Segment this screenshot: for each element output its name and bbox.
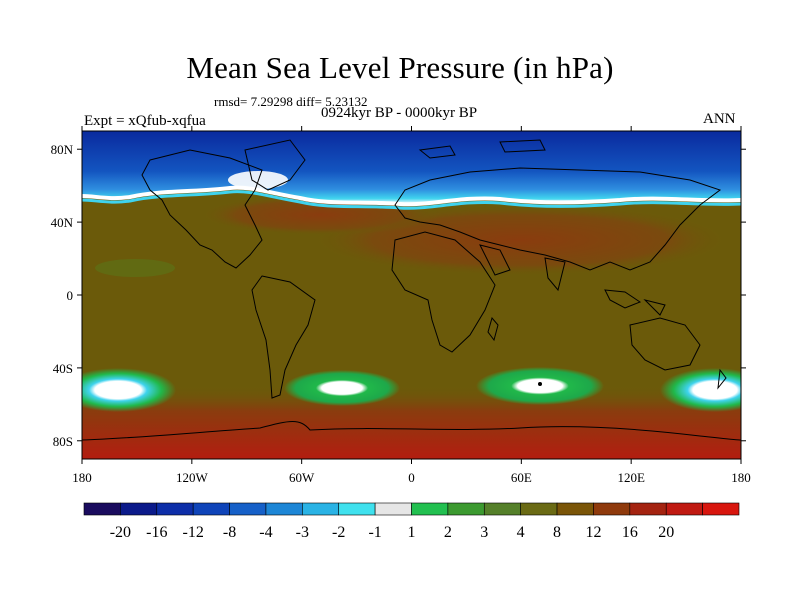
colorbar-swatch <box>411 502 449 516</box>
colorbar-swatch <box>229 502 267 516</box>
north-america-coast <box>141 149 263 269</box>
south-pacific-anomaly-east <box>660 368 741 412</box>
season-label: ANN <box>703 111 736 127</box>
madagascar-coast <box>487 316 499 342</box>
colorbar-label: -1 <box>368 524 381 541</box>
coastlines <box>82 139 741 441</box>
colorbar-label: -8 <box>223 524 236 541</box>
lon-label: 120W <box>176 470 209 485</box>
colorbar-swatch <box>338 502 376 516</box>
colorbar-label: -2 <box>332 524 345 541</box>
lon-label: 0 <box>408 470 415 485</box>
stats-readout: rmsd= 7.29298 diff= 5.23132 <box>214 94 368 109</box>
colorbar-swatch <box>556 502 594 516</box>
south-america-coast <box>251 275 316 399</box>
colorbar-label: 12 <box>585 524 601 541</box>
map-plot-area <box>82 131 741 459</box>
colorbar-swatch <box>447 502 485 516</box>
colorbar-label: -3 <box>296 524 309 541</box>
longitude-axis: 180 120W 60W 0 60E 120E 180 <box>72 126 751 485</box>
colorbar-swatch <box>665 502 703 516</box>
australia-coast <box>629 317 701 371</box>
colorbar-label: -20 <box>110 524 131 541</box>
colorbar-swatch <box>520 502 558 516</box>
zero-contour-band <box>82 185 741 207</box>
colorbar-label: -12 <box>183 524 204 541</box>
experiment-label: Expt = xQfub-xqfua <box>84 113 206 129</box>
colorbar-swatch <box>593 502 631 516</box>
south-atlantic-anomaly <box>284 370 400 406</box>
colorbar-label: 20 <box>658 524 674 541</box>
colorbar-label: -4 <box>259 524 272 541</box>
lon-label: 120E <box>617 470 645 485</box>
colorbar-swatch <box>302 502 340 516</box>
colorbar-label: 16 <box>622 524 638 541</box>
lon-label: 180 <box>72 470 92 485</box>
kerguelen-dot <box>538 382 542 386</box>
lat-label: 0 <box>67 288 74 303</box>
lat-label: 80S <box>53 434 73 449</box>
arctic-islands-coast <box>418 139 546 159</box>
colorbar-swatch <box>265 502 303 516</box>
colorbar-label: 4 <box>517 524 525 541</box>
eurasia-coast <box>394 167 722 271</box>
colorbar-swatch <box>702 502 740 516</box>
antarctica-coast <box>82 421 741 441</box>
greenland-coast <box>244 139 306 191</box>
colorbar-swatch <box>629 502 667 516</box>
lat-label: 40N <box>51 215 74 230</box>
lon-label: 60W <box>289 470 315 485</box>
lat-label: 40S <box>53 361 73 376</box>
green-anomaly-pacific <box>95 259 175 277</box>
south-asia-coast <box>479 244 566 292</box>
africa-coast <box>391 231 496 353</box>
new-zealand-coast <box>717 368 727 390</box>
lat-label: 80N <box>51 142 74 157</box>
lon-label: 60E <box>511 470 532 485</box>
south-pacific-anomaly-west <box>82 368 176 412</box>
colorbar-label: 8 <box>553 524 561 541</box>
colorbar-label: 2 <box>444 524 452 541</box>
colorbar-label: -16 <box>146 524 167 541</box>
colorbar-swatch <box>83 502 121 516</box>
indonesia-coast <box>604 289 666 316</box>
cyan-contour-band <box>82 190 741 210</box>
colorbar-label: 3 <box>480 524 488 541</box>
southern-high-anomaly <box>82 385 741 459</box>
colorbar: -20 -16 -12 -8 -4 -3 -2 -1 1 2 3 4 8 12 16 20 <box>83 502 740 541</box>
colorbar-swatch <box>374 502 412 516</box>
colorbar-swatch <box>192 502 230 516</box>
map-title: Mean Sea Level Pressure (in hPa) <box>186 50 614 85</box>
colorbar-swatch <box>483 502 521 516</box>
latitude-axis: 80N 40N 0 40S 80S <box>51 142 746 449</box>
lon-label: 180 <box>731 470 751 485</box>
period-label: 0924kyr BP - 0000kyr BP <box>321 105 478 121</box>
colorbar-swatch <box>120 502 158 516</box>
colorbar-swatch <box>156 502 194 516</box>
colorbar-label: 1 <box>408 524 416 541</box>
